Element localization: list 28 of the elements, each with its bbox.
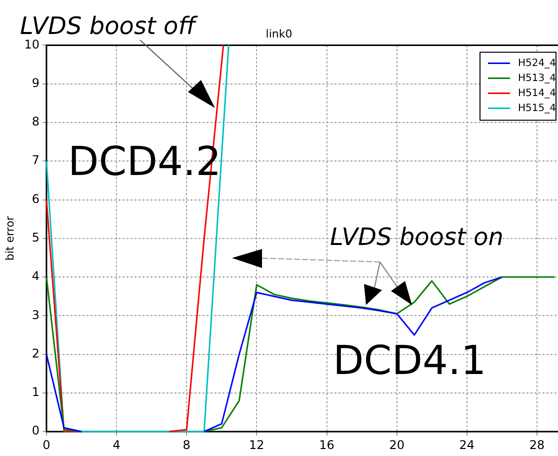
- annotation: LVDS boost on: [330, 223, 504, 251]
- y-tick-label: 4: [32, 269, 40, 284]
- x-tick-label: 24: [459, 438, 475, 452]
- y-axis-title: bit error: [3, 216, 16, 261]
- x-tick-label: 8: [182, 438, 190, 452]
- x-tick-label: 16: [319, 438, 334, 452]
- y-tick-label: 3: [32, 308, 40, 322]
- x-tick-label: 28: [529, 438, 545, 452]
- y-tick-label: 5: [32, 230, 40, 245]
- annotation: DCD4.1: [333, 338, 486, 384]
- y-tick-label: 7: [32, 153, 40, 168]
- y-tick-label: 8: [32, 114, 40, 129]
- x-tick-label: 12: [249, 438, 264, 452]
- y-tick-label: 0: [32, 424, 40, 438]
- legend-label: H524_4: [518, 58, 556, 69]
- x-tick-label: 4: [112, 438, 120, 452]
- legend-label: H513_4: [518, 72, 556, 84]
- y-tick-label: 1: [32, 385, 40, 400]
- text: LVDS boost off: [20, 12, 198, 40]
- chart-title: link0: [266, 27, 292, 40]
- legend-label: H515_4: [518, 102, 556, 114]
- y-tick-label: 10: [24, 37, 40, 52]
- y-tick-label: 2: [32, 346, 40, 360]
- x-tick-label: 20: [389, 438, 404, 452]
- legend-label: H514_4: [518, 88, 556, 99]
- y-tick-label: 9: [32, 76, 40, 90]
- x-tick-label: 0: [42, 438, 50, 452]
- y-tick-label: 6: [32, 192, 40, 206]
